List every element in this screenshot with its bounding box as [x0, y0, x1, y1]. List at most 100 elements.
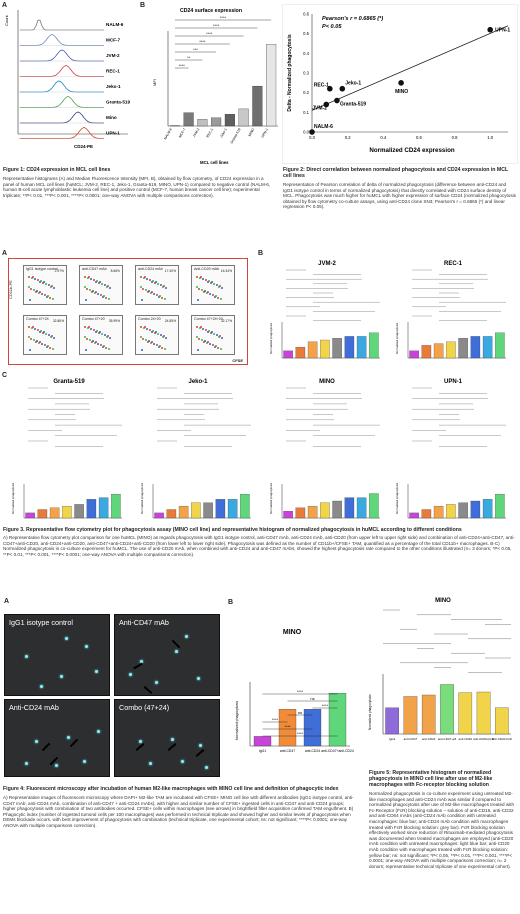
fig3-bar [295, 347, 306, 359]
fig3-bar [283, 511, 293, 519]
fig2-caption: Figure 2: Direct correlation between nor… [283, 167, 517, 210]
bar5-tick: anti-CD47 [404, 737, 418, 741]
scatter-xtick: 0.4 [380, 135, 386, 140]
fig3-ylabel: Normalized phagocytosis [269, 322, 273, 354]
fig3-bar [409, 350, 419, 359]
hist-curve [20, 127, 104, 139]
fig3-bar [470, 500, 481, 519]
fig3-bar [227, 499, 238, 519]
flow-plot-title: Combo 47+24+20 [194, 317, 223, 321]
fig3-bar [154, 512, 164, 519]
hist-xlabel: CD24-PE [74, 144, 93, 149]
flow-plot-title: Combo 47+24 [26, 317, 49, 321]
scatter-ylabel: Delta - Normalized phagocytosis [287, 34, 293, 111]
bar4-ylabel: Normalized phagocytosis [235, 701, 239, 740]
hist-line-label: REC-1 [106, 69, 120, 74]
flow-plot-value: 32.86% [52, 319, 64, 323]
scatter-stat: Pearson's r = 0.6865 (*) [322, 16, 383, 22]
bar4-tick: IgG1 [259, 749, 266, 753]
fig3-bar-chart: REC-1 Normalized phagocytosis [395, 261, 506, 359]
bar1-sig: **** [179, 63, 186, 68]
fig3-ylabel: Normalized phagocytosis [395, 322, 399, 354]
flow-plot: anti-CD47 mAb 8.66% [79, 265, 123, 305]
fig3-bar [215, 499, 226, 519]
fig1-caption-title: Figure 1: CD24 expression in MCL cell li… [3, 167, 111, 173]
fig3-bar-chart: MINO Normalized phagocytosis [269, 379, 380, 519]
fig3-bar [369, 493, 379, 519]
fig4-bar-chart: MINO Normalized phagocytosis IgG1 anti-CD47… [235, 629, 354, 753]
fig4-panel-a-label: A [4, 598, 10, 605]
fig3-ylabel: Normalized phagocytosis [140, 482, 144, 514]
arrow-icon [143, 686, 153, 694]
scatter-ytick: 0.5 [303, 31, 309, 36]
bar4-sig: **** [297, 731, 304, 736]
fig3-panel-b-label: B [258, 250, 264, 257]
arrow-icon [135, 743, 145, 751]
fig3-xaxis-label: CFSE [232, 358, 243, 363]
hist-line-label: Mino [106, 115, 117, 120]
fig3-bar [203, 502, 213, 519]
bar4-bar [328, 693, 347, 747]
scatter-point-label: JVM-2 [312, 105, 327, 111]
fig3-bar [433, 505, 444, 519]
fig1-histogram: Count CD24-PE NALM-6 MCF-7 JVM-2 REC-1 Jeko-1 G… [4, 10, 130, 149]
fig4-image-anti-cd47: Anti-CD47 mAb [114, 614, 220, 696]
bar4-bar [278, 709, 297, 747]
arrow-icon [133, 662, 143, 670]
fig3-bar [62, 505, 72, 519]
bar5-bar [385, 707, 399, 735]
fig3-bar-chart: Jeko-1 Normalized phagocytosis [140, 379, 251, 519]
bar5-title: MINO [435, 598, 451, 604]
flow-plot: Combo 24+20 24.85% [135, 315, 179, 355]
bar1-tick: Jeko-1 [219, 127, 228, 138]
bar4-sig: ns [298, 710, 302, 715]
flow-plot-value: 35.99% [108, 319, 120, 323]
fig3-ylabel: Normalized phagocytosis [269, 482, 273, 514]
fig3-ylabel: Normalized phagocytosis [11, 482, 15, 514]
fig3-bar [332, 338, 342, 359]
bar4-sig: ns [310, 696, 314, 701]
bar1-sig: ** [187, 55, 191, 60]
fig3-bar [482, 336, 493, 359]
flow-plot-value: 8.66% [110, 269, 120, 273]
scatter-ytick: 0.0 [303, 130, 309, 135]
bar1-bar [224, 114, 235, 127]
fig3-bar [446, 504, 456, 519]
bar4-sig: **** [272, 717, 279, 722]
fig2-scatter-chart: 0.0 0.2 0.4 0.6 0.8 1.0 0.0 0.1 0.2 0.3 0.4 0.5 0.6 N… [282, 4, 518, 164]
scatter-xtick: 0.8 [452, 135, 458, 140]
hist-line-label: Jeko-1 [106, 84, 121, 89]
bar1-bar [266, 44, 277, 127]
scatter-regression [311, 25, 509, 111]
arrow-icon [195, 749, 205, 757]
bar1-tick: JVM-2 [192, 127, 200, 138]
bar5-bar [495, 707, 509, 735]
bar1-tick: REC-1 [206, 127, 215, 138]
hist-curve [20, 34, 104, 46]
fig3-bar-chart: Granta-519 Normalized phagocytosis [11, 379, 122, 519]
fig3-bar [295, 507, 306, 519]
fig3-bar [86, 499, 97, 519]
fig4-image-combo: Combo (47+24) [114, 699, 220, 777]
bar1-sig: **** [206, 31, 213, 36]
fig1-bar-chart: CD24 surface expression MFI NALM-6 MCF-7 JVM… [152, 8, 278, 165]
fig3-bar [495, 494, 505, 519]
scatter-point [487, 26, 493, 33]
bar5-tick: anti-CD24 [422, 737, 436, 741]
scatter-ytick: 0.4 [303, 51, 309, 56]
flow-plot: Anti-CD20 mAb 16.34% [191, 265, 235, 305]
hist-line-label: Granta-519 [106, 100, 130, 105]
bar1-sig: **** [199, 39, 206, 44]
bar5-bar [421, 694, 436, 735]
fig3-chart-title: JVM-2 [318, 261, 336, 267]
fig3-yaxis-label: CD11b-PE [8, 280, 13, 299]
flow-plot: IgG1 isotype control 2.97% [23, 265, 67, 305]
hist-curve [20, 19, 104, 31]
hist-curve [20, 65, 104, 77]
fig5-caption: Figure 5: Representative histogram of no… [369, 770, 517, 869]
bar5-tick: IgG1 [389, 737, 396, 741]
flow-plot-value: 17.40% [164, 269, 176, 273]
fig4-image-title: IgG1 isotype control [9, 618, 73, 627]
bar5-tick: anti-CD47+24 [438, 737, 457, 741]
flow-plot-title: anti-CD24 mAb [138, 267, 163, 271]
